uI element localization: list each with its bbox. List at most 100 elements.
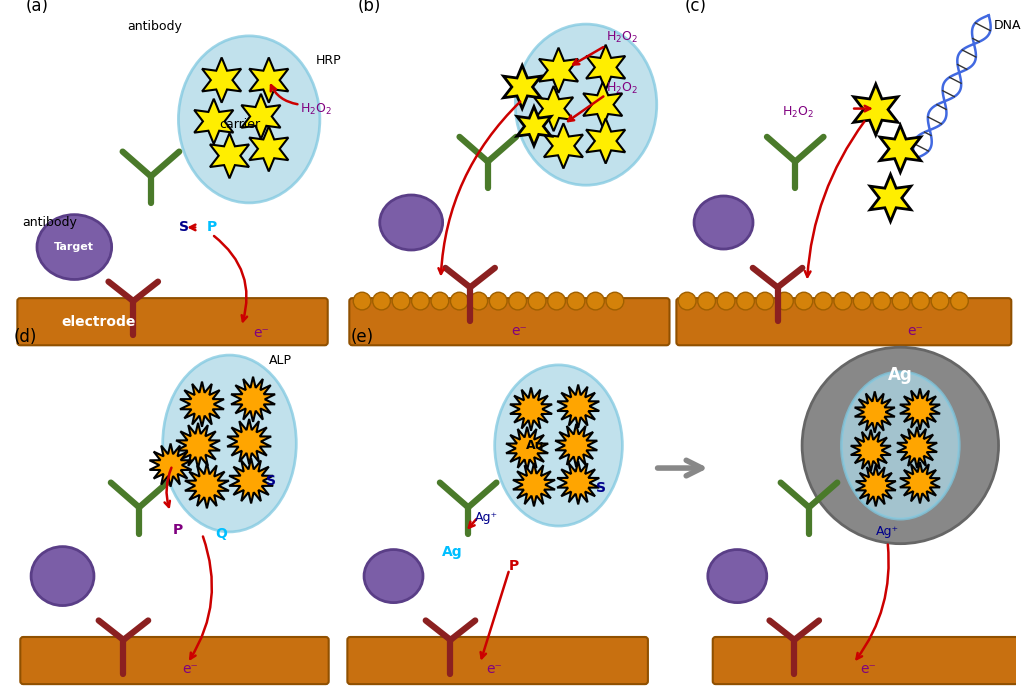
Circle shape <box>372 292 390 310</box>
Polygon shape <box>176 423 220 468</box>
Text: Ag: Ag <box>442 545 463 558</box>
Polygon shape <box>510 388 553 430</box>
Circle shape <box>587 292 604 310</box>
Ellipse shape <box>37 215 111 279</box>
Text: e⁻: e⁻ <box>253 325 269 339</box>
Text: e⁻: e⁻ <box>908 323 923 337</box>
FancyBboxPatch shape <box>676 298 1012 346</box>
FancyBboxPatch shape <box>21 637 328 684</box>
Text: e⁻: e⁻ <box>860 663 876 676</box>
Circle shape <box>412 292 429 310</box>
Ellipse shape <box>364 549 423 603</box>
Polygon shape <box>180 381 224 427</box>
Polygon shape <box>854 84 898 135</box>
Circle shape <box>392 292 410 310</box>
Polygon shape <box>202 57 241 103</box>
Ellipse shape <box>380 195 442 250</box>
Polygon shape <box>185 463 228 509</box>
Ellipse shape <box>495 365 623 526</box>
Text: Ag⁺: Ag⁺ <box>475 511 498 524</box>
Text: P: P <box>207 220 217 234</box>
FancyBboxPatch shape <box>713 637 1018 684</box>
Text: Ag: Ag <box>888 366 913 384</box>
Text: (a): (a) <box>25 0 48 15</box>
Circle shape <box>776 292 793 310</box>
Polygon shape <box>555 424 597 467</box>
Text: (c): (c) <box>684 0 706 15</box>
Polygon shape <box>517 106 551 146</box>
Circle shape <box>873 292 890 310</box>
Polygon shape <box>512 463 555 507</box>
Text: (d): (d) <box>13 328 37 346</box>
Polygon shape <box>149 444 191 486</box>
Polygon shape <box>506 427 548 470</box>
Text: antibody: antibody <box>23 216 77 229</box>
Circle shape <box>815 292 832 310</box>
Polygon shape <box>851 430 891 471</box>
Circle shape <box>698 292 715 310</box>
Circle shape <box>756 292 774 310</box>
Circle shape <box>470 292 488 310</box>
Ellipse shape <box>516 24 657 185</box>
Text: Q: Q <box>216 527 227 541</box>
Text: H$_2$O$_2$: H$_2$O$_2$ <box>782 105 815 120</box>
Text: S: S <box>596 481 606 495</box>
Polygon shape <box>227 419 272 464</box>
Polygon shape <box>503 66 541 108</box>
Polygon shape <box>194 99 234 144</box>
FancyBboxPatch shape <box>348 637 648 684</box>
Text: H$_2$O$_2$: H$_2$O$_2$ <box>606 30 638 46</box>
Text: DNA: DNA <box>994 19 1021 32</box>
Circle shape <box>931 292 949 310</box>
Polygon shape <box>856 465 896 507</box>
Text: Au: Au <box>526 439 544 452</box>
Circle shape <box>547 292 565 310</box>
Text: carrier: carrier <box>219 117 260 131</box>
Polygon shape <box>229 458 273 504</box>
Circle shape <box>528 292 546 310</box>
Circle shape <box>606 292 624 310</box>
Polygon shape <box>210 133 249 178</box>
Circle shape <box>508 292 527 310</box>
Polygon shape <box>557 461 599 504</box>
Ellipse shape <box>163 355 296 532</box>
Circle shape <box>353 292 370 310</box>
Text: (b): (b) <box>357 0 381 15</box>
Text: antibody: antibody <box>128 19 182 32</box>
Text: e⁻: e⁻ <box>487 663 502 676</box>
Polygon shape <box>880 125 921 173</box>
Text: P: P <box>509 559 520 574</box>
Text: e⁻: e⁻ <box>511 323 527 337</box>
FancyBboxPatch shape <box>17 298 327 346</box>
Polygon shape <box>583 82 623 127</box>
Polygon shape <box>587 45 626 90</box>
Polygon shape <box>539 48 578 93</box>
Circle shape <box>717 292 735 310</box>
Ellipse shape <box>31 547 94 605</box>
Polygon shape <box>587 118 626 164</box>
Ellipse shape <box>842 372 959 519</box>
Polygon shape <box>557 385 599 428</box>
Circle shape <box>802 348 998 544</box>
Text: (e): (e) <box>350 328 374 346</box>
FancyBboxPatch shape <box>349 298 670 346</box>
Text: Ag⁺: Ag⁺ <box>876 525 899 538</box>
Polygon shape <box>855 391 895 433</box>
Polygon shape <box>249 126 288 171</box>
Circle shape <box>833 292 852 310</box>
Circle shape <box>951 292 968 310</box>
Polygon shape <box>544 123 583 169</box>
Text: S: S <box>179 220 189 234</box>
Ellipse shape <box>695 196 753 249</box>
Text: ALP: ALP <box>269 354 292 366</box>
Polygon shape <box>871 174 911 222</box>
Text: Target: Target <box>55 242 95 252</box>
Circle shape <box>795 292 813 310</box>
Polygon shape <box>232 377 275 422</box>
Circle shape <box>892 292 910 310</box>
Text: HRP: HRP <box>316 54 342 67</box>
Circle shape <box>853 292 872 310</box>
Text: e⁻: e⁻ <box>182 663 199 676</box>
Text: P: P <box>172 523 182 537</box>
Text: H$_2$O$_2$: H$_2$O$_2$ <box>606 82 638 97</box>
